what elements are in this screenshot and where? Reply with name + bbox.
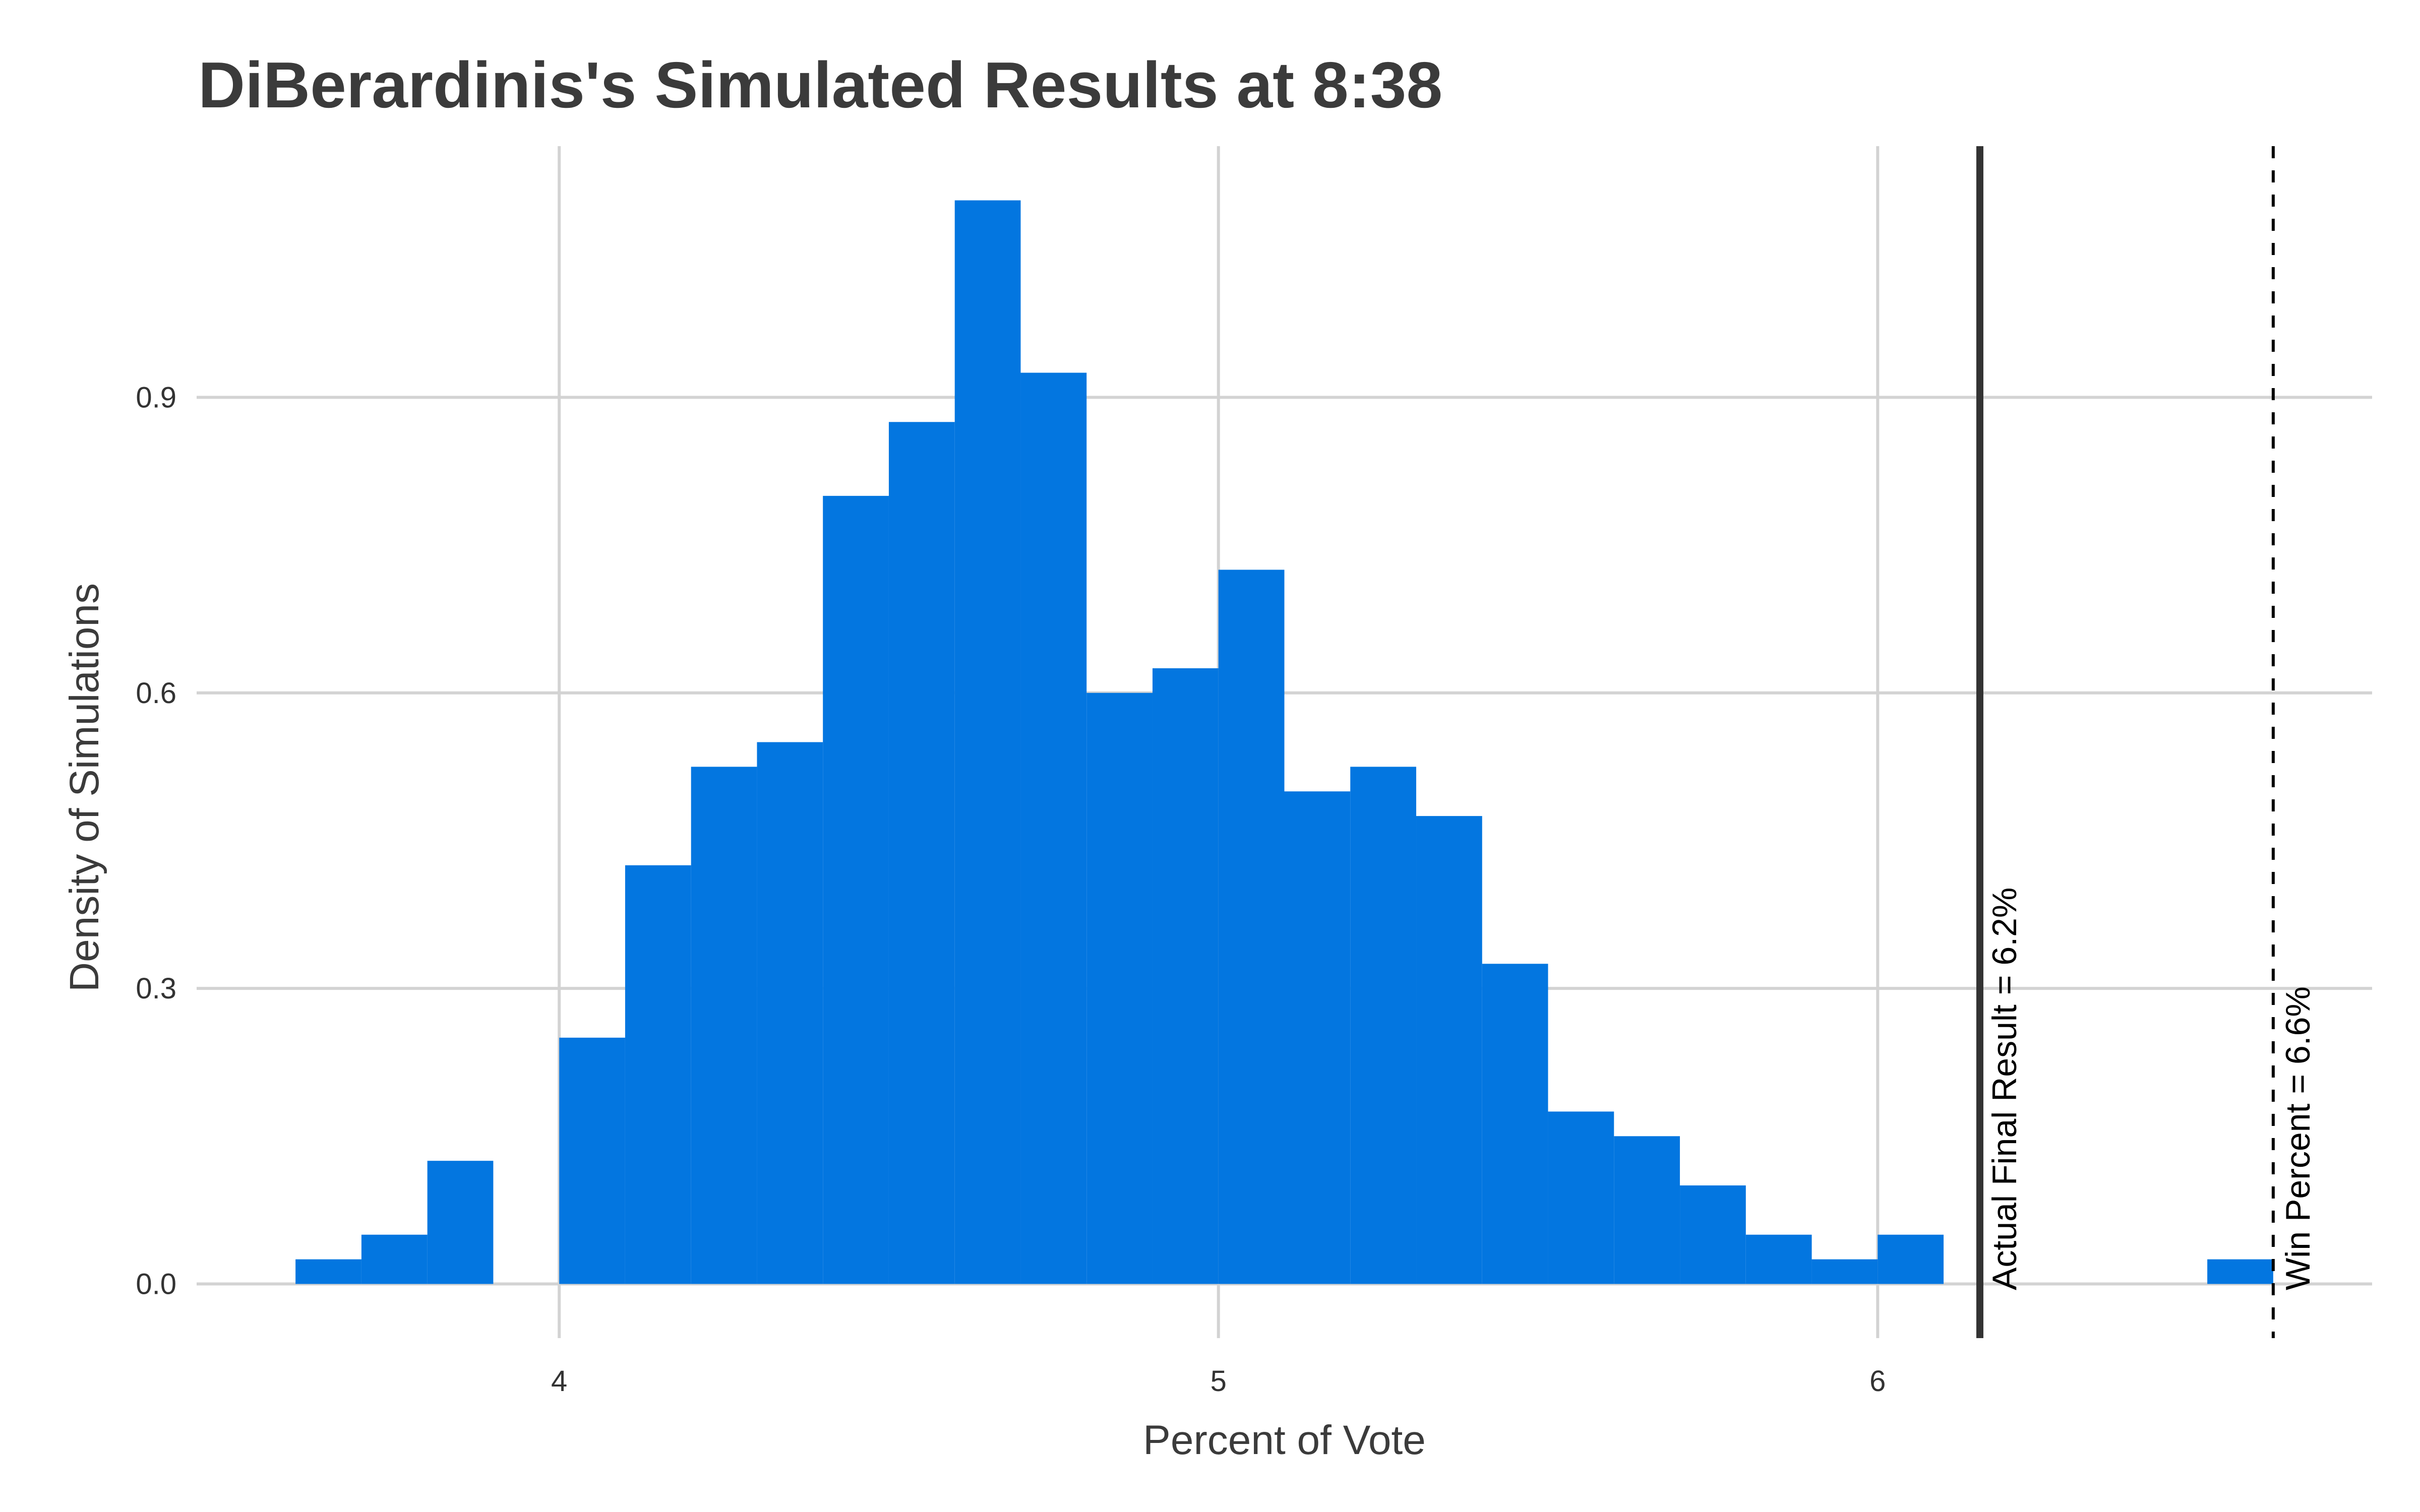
chart-title: DiBerardinis's Simulated Results at 8:38	[198, 49, 1443, 121]
reference-lines: Actual Final Result = 6.2% Win Percent = …	[1976, 146, 2317, 1338]
histogram-bar	[361, 1234, 428, 1284]
y-tick-label: 0.9	[136, 381, 176, 414]
histogram-bar	[1745, 1234, 1812, 1284]
actual-result-label: Actual Final Result = 6.2%	[1985, 888, 2024, 1290]
y-tick-label: 0.0	[136, 1268, 176, 1301]
histogram-bar	[1350, 767, 1417, 1284]
histogram-bars	[295, 200, 2273, 1284]
x-tick-label: 6	[1869, 1365, 1886, 1398]
histogram-bar	[757, 742, 823, 1284]
x-tick-label: 4	[551, 1365, 567, 1398]
histogram-bar	[1482, 964, 1548, 1284]
histogram-bar	[954, 200, 1021, 1284]
histogram-bar	[1152, 668, 1219, 1284]
x-axis-label: Percent of Vote	[1143, 1417, 1426, 1463]
histogram-bar	[1218, 570, 1285, 1284]
histogram-bar	[823, 495, 889, 1284]
histogram-bar	[1086, 692, 1153, 1284]
histogram-bar	[2207, 1259, 2273, 1284]
histogram-bar	[1020, 372, 1087, 1284]
histogram-bar	[559, 1037, 625, 1284]
histogram-bar	[888, 422, 955, 1284]
histogram-bar	[625, 865, 691, 1284]
y-tick-label: 0.3	[136, 972, 176, 1005]
histogram-bar	[691, 767, 757, 1284]
win-percent-label: Win Percent = 6.6%	[2279, 986, 2317, 1290]
histogram-bar	[295, 1259, 361, 1284]
x-tick-label: 5	[1211, 1365, 1227, 1398]
histogram-bar	[1548, 1111, 1614, 1284]
histogram-bar	[1680, 1185, 1746, 1284]
y-tick-label: 0.6	[136, 677, 176, 710]
histogram-bar	[1416, 816, 1482, 1284]
histogram-bar	[1811, 1259, 1878, 1284]
y-axis-label: Density of Simulations	[62, 583, 107, 992]
histogram-bar	[1614, 1136, 1680, 1284]
histogram-bar	[1284, 791, 1351, 1284]
histogram-bar	[427, 1161, 494, 1284]
tick-labels: 4 5 6 0.0 0.3 0.6 0.9	[136, 381, 1886, 1398]
histogram-bar	[1878, 1234, 1944, 1284]
